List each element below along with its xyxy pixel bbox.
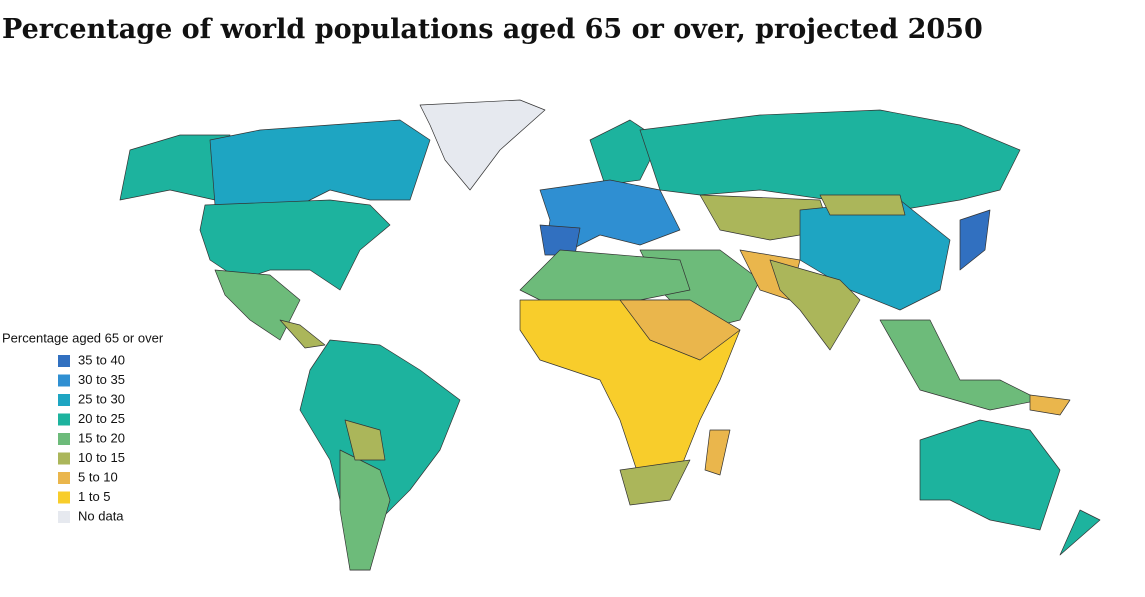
legend-label: 20 to 25 (78, 411, 125, 426)
usa (199, 199, 391, 291)
legend-label: 15 to 20 (78, 430, 125, 445)
legend-swatch (58, 511, 70, 523)
southern-africa (619, 459, 691, 506)
mongolia (819, 194, 906, 216)
legend-swatch (58, 491, 70, 504)
greenland (419, 99, 546, 191)
regions (119, 99, 1101, 571)
legend: 35 to 40 30 to 35 25 to 30 20 to 25 15 to 20… (58, 352, 125, 523)
legend-label: 1 to 5 (78, 489, 111, 504)
legend-swatch (58, 394, 70, 406)
argentina (339, 449, 391, 571)
legend-swatch (58, 413, 70, 426)
legend-label: 10 to 15 (78, 450, 125, 465)
southeast-asia (879, 319, 1041, 411)
australia (919, 419, 1061, 531)
legend-swatch (58, 374, 70, 387)
madagascar (704, 429, 731, 476)
mexico (214, 269, 301, 341)
india (769, 259, 861, 351)
east-africa (619, 299, 741, 361)
new-zealand (1059, 509, 1101, 556)
legend-title: Percentage aged 65 or over (2, 330, 164, 345)
canada (209, 119, 431, 206)
legend-swatch (58, 355, 70, 367)
legend-swatch (58, 452, 70, 465)
central-america (279, 319, 326, 349)
legend-swatch (58, 472, 70, 484)
legend-label: 30 to 35 (78, 372, 125, 387)
legend-label: 25 to 30 (78, 391, 125, 406)
legend-label: 35 to 40 (78, 352, 125, 367)
legend-swatch (58, 433, 70, 445)
legend-label: No data (78, 508, 124, 523)
legend-label: 5 to 10 (78, 469, 118, 484)
japan (959, 209, 991, 271)
papua-new-guinea (1029, 394, 1071, 416)
bolivia (344, 419, 386, 461)
title: Percentage of world populations aged 65 … (2, 14, 983, 45)
